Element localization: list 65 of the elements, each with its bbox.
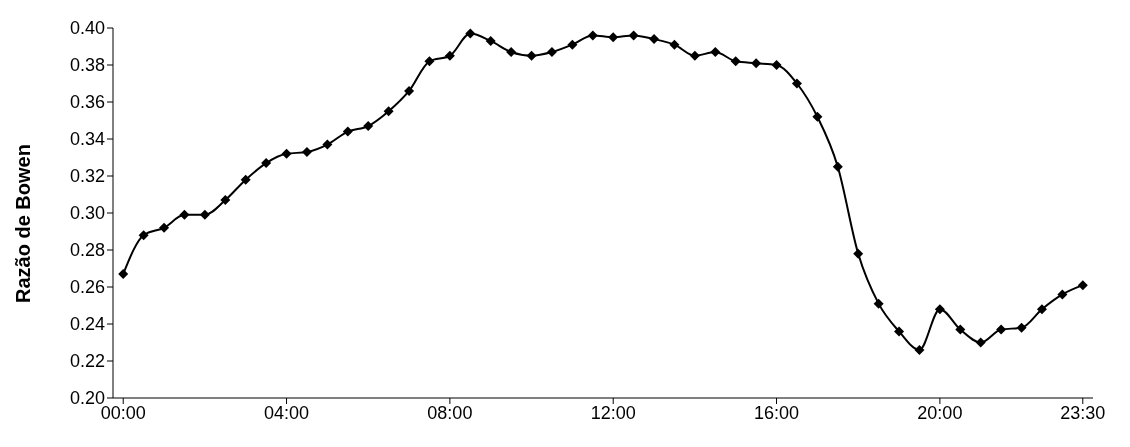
- x-tick-label: 04:00: [264, 402, 310, 423]
- point: [342, 126, 353, 137]
- point: [587, 30, 598, 41]
- point: [363, 121, 374, 132]
- point: [281, 148, 292, 159]
- point: [179, 209, 190, 220]
- point: [730, 56, 741, 67]
- point: [465, 28, 476, 39]
- x-tick-label: 08:00: [427, 402, 473, 423]
- point: [322, 139, 333, 150]
- point: [1077, 280, 1088, 291]
- point: [199, 209, 210, 220]
- y-tick-label: 0.34: [69, 129, 105, 150]
- point: [832, 161, 843, 172]
- y-tick-label: 0.28: [69, 240, 105, 261]
- y-tick-label: 0.30: [69, 203, 105, 224]
- point: [240, 174, 251, 185]
- x-tick-label: 12:00: [590, 402, 636, 423]
- point: [546, 47, 557, 58]
- point: [608, 32, 619, 43]
- x-tick-label: 16:00: [754, 402, 800, 423]
- point: [812, 111, 823, 122]
- point: [383, 106, 394, 117]
- point: [669, 39, 680, 50]
- point: [649, 34, 660, 45]
- point: [791, 78, 802, 89]
- point: [975, 337, 986, 348]
- point: [873, 298, 884, 309]
- y-tick-label: 0.40: [69, 18, 105, 39]
- point: [506, 47, 517, 58]
- x-tick-label: 23:30: [1060, 402, 1106, 423]
- point: [934, 304, 945, 315]
- y-axis-title: Razão de Bowen: [12, 144, 35, 303]
- point: [996, 324, 1007, 335]
- point: [138, 230, 149, 241]
- point: [424, 56, 435, 67]
- point: [261, 158, 272, 169]
- point: [628, 30, 639, 41]
- x-tick-label: 20:00: [917, 402, 963, 423]
- y-tick-label: 0.26: [69, 277, 105, 298]
- point: [444, 50, 455, 61]
- point: [526, 50, 537, 61]
- point: [404, 85, 415, 96]
- point: [301, 146, 312, 157]
- point: [894, 326, 905, 337]
- y-tick-label: 0.32: [69, 166, 105, 187]
- point: [771, 60, 782, 70]
- point: [485, 35, 496, 46]
- point: [751, 58, 762, 69]
- point: [853, 248, 864, 259]
- y-tick-label: 0.38: [69, 55, 105, 76]
- y-tick-label: 0.22: [69, 351, 105, 372]
- point: [118, 269, 129, 280]
- point: [1036, 304, 1047, 315]
- y-tick-label: 0.36: [69, 92, 105, 113]
- point: [689, 50, 700, 61]
- point: [710, 47, 721, 58]
- point: [567, 39, 578, 50]
- point: [1057, 289, 1068, 300]
- point: [220, 195, 231, 206]
- point: [955, 324, 966, 335]
- y-tick-label: 0.24: [69, 314, 105, 335]
- point: [159, 222, 170, 233]
- point: [914, 344, 925, 355]
- point: [1016, 322, 1027, 333]
